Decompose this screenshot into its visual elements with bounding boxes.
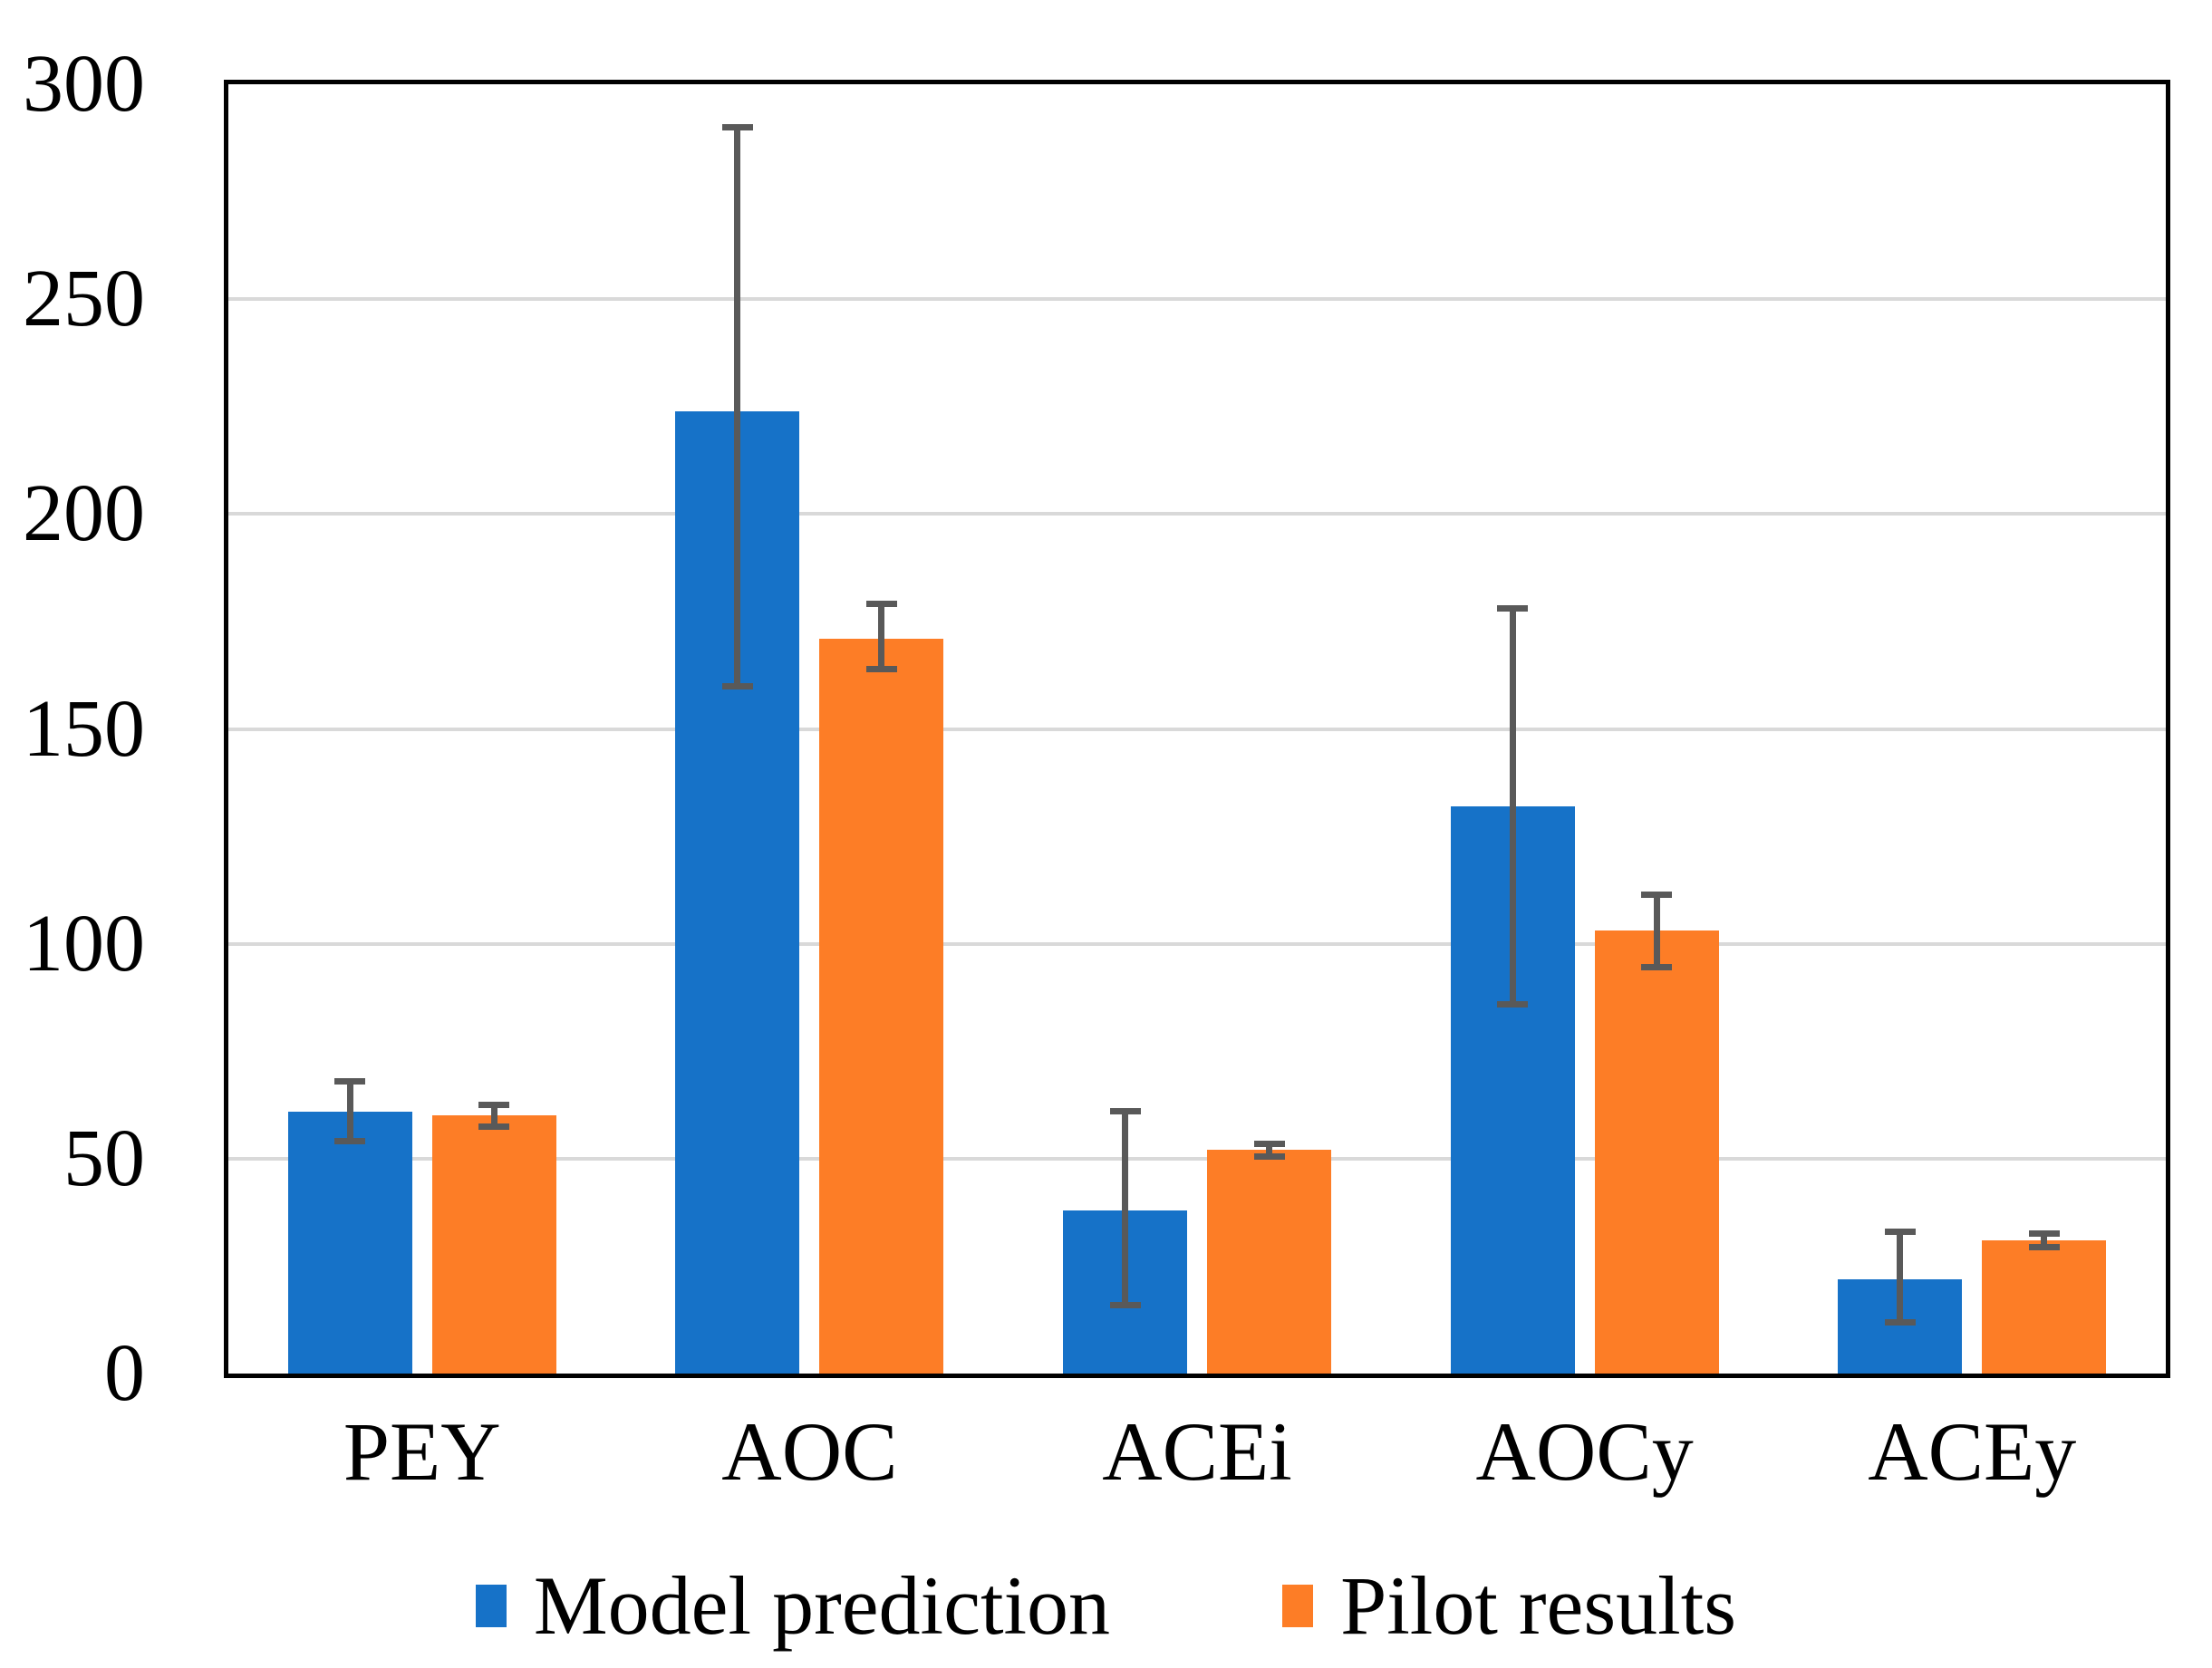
error-cap-bottom-model-prediction-acey	[1884, 1318, 1916, 1326]
error-cap-top-model-prediction-aoc	[721, 123, 753, 130]
error-bar-pilot-results-acei	[1266, 1143, 1272, 1157]
gridline-100	[228, 941, 2166, 946]
legend-item-model-prediction: Model prediction	[475, 1559, 1111, 1652]
legend-label-pilot-results: Pilot results	[1340, 1559, 1737, 1652]
bar-pilot-results-acey	[1982, 1239, 2107, 1374]
error-bar-model-prediction-aocy	[1509, 608, 1516, 1005]
bar-pilot-results-acei	[1207, 1150, 1331, 1374]
y-tick-label-100: 100	[23, 898, 145, 988]
error-cap-bottom-pilot-results-acey	[2028, 1243, 2060, 1250]
error-cap-top-pilot-results-aocy	[1641, 891, 1673, 898]
x-category-label-aocy: AOCy	[1475, 1405, 1694, 1498]
error-cap-top-model-prediction-acei	[1109, 1108, 1141, 1115]
error-cap-bottom-pilot-results-aocy	[1641, 964, 1673, 971]
bar-model-prediction-pey	[287, 1111, 412, 1374]
legend-label-model-prediction: Model prediction	[533, 1559, 1111, 1652]
y-tick-label-250: 250	[23, 254, 145, 344]
x-category-label-acey: ACEy	[1868, 1405, 2077, 1498]
y-tick-label-200: 200	[23, 468, 145, 559]
error-cap-top-model-prediction-acey	[1884, 1228, 1916, 1235]
y-tick-label-0: 0	[104, 1328, 145, 1418]
gridline-200	[228, 512, 2166, 516]
error-cap-bottom-model-prediction-aocy	[1497, 1000, 1529, 1008]
error-cap-top-pilot-results-acei	[1253, 1140, 1285, 1147]
y-tick-label-50: 50	[63, 1113, 145, 1203]
error-cap-bottom-pilot-results-pey	[478, 1123, 510, 1130]
error-bar-pilot-results-aoc	[878, 603, 885, 670]
x-category-label-pey: PEY	[343, 1405, 501, 1498]
legend-swatch-pilot-results-icon	[1282, 1584, 1314, 1627]
error-cap-top-pilot-results-aoc	[865, 601, 897, 608]
error-bar-pilot-results-pey	[490, 1104, 497, 1127]
error-cap-bottom-model-prediction-acei	[1109, 1301, 1141, 1308]
x-category-label-aoc: AOC	[721, 1405, 898, 1498]
y-tick-label-300: 300	[23, 39, 145, 129]
plot-area	[224, 80, 2170, 1378]
error-bar-pilot-results-aocy	[1653, 894, 1660, 968]
error-bar-pilot-results-acey	[2041, 1233, 2048, 1248]
legend-item-pilot-results: Pilot results	[1282, 1560, 1736, 1651]
error-bar-model-prediction-aoc	[734, 127, 741, 687]
error-cap-top-pilot-results-acey	[2028, 1230, 2060, 1238]
error-bar-model-prediction-acey	[1897, 1231, 1904, 1323]
x-category-label-acei: ACEi	[1102, 1405, 1292, 1498]
gridline-50	[228, 1156, 2166, 1161]
error-cap-top-model-prediction-pey	[334, 1077, 366, 1085]
error-cap-top-model-prediction-aocy	[1497, 605, 1529, 612]
bar-pilot-results-pey	[431, 1115, 556, 1374]
legend-swatch-model-prediction-icon	[475, 1584, 507, 1627]
error-cap-bottom-pilot-results-aoc	[865, 665, 897, 672]
bar-pilot-results-aoc	[819, 638, 944, 1374]
error-cap-bottom-model-prediction-pey	[334, 1138, 366, 1145]
error-cap-bottom-model-prediction-aoc	[721, 682, 753, 689]
legend: Model prediction Pilot results	[0, 1560, 2212, 1651]
error-bar-model-prediction-acei	[1122, 1111, 1128, 1306]
gridline-150	[228, 727, 2166, 731]
error-bar-model-prediction-pey	[346, 1081, 353, 1142]
error-cap-top-pilot-results-pey	[478, 1102, 510, 1109]
bar-pilot-results-aocy	[1594, 930, 1719, 1374]
error-cap-bottom-pilot-results-acei	[1253, 1152, 1285, 1160]
gridline-250	[228, 297, 2166, 302]
y-tick-label-150: 150	[23, 683, 145, 774]
